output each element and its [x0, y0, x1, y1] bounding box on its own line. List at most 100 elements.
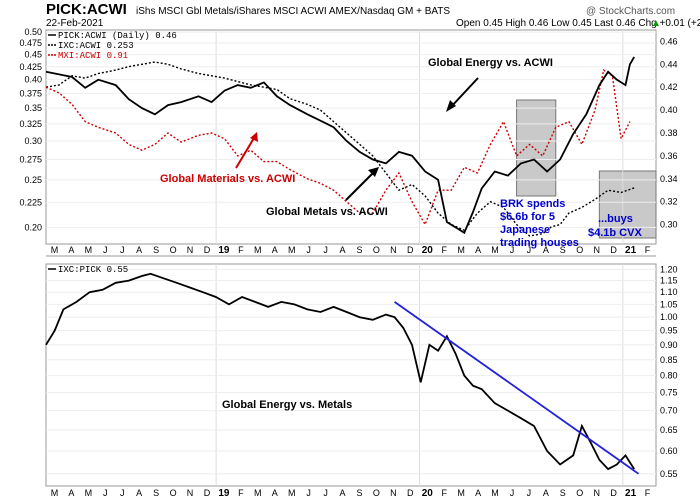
arrow-materials	[235, 137, 255, 169]
x-tick-top-9: D	[204, 245, 211, 255]
x-tick-top-24: M	[457, 245, 465, 255]
y-tick-left-3: 0.425	[19, 62, 42, 72]
x-tick-bottom-16: J	[323, 488, 328, 498]
y-tick-bottom-9: 0.75	[660, 388, 678, 398]
y-tick-right-8: 0.30	[660, 220, 678, 230]
x-tick-top-17: A	[340, 245, 346, 255]
y-tick-left-8: 0.30	[24, 136, 42, 146]
chart-symbol: PICK:ACWI	[46, 1, 127, 18]
x-tick-top-6: S	[153, 245, 159, 255]
legend-label-2: MXI:ACWI 0.91	[58, 51, 128, 61]
legend-label-1: IXC:ACWI 0.253	[58, 41, 134, 51]
arrow-materials-head-icon	[250, 132, 258, 142]
x-tick-bottom-33: D	[610, 488, 617, 498]
x-tick-bottom-17: A	[340, 488, 346, 498]
x-tick-top-18: S	[356, 245, 362, 255]
y-tick-left-5: 0.375	[19, 88, 42, 98]
x-tick-top-0: M	[51, 245, 59, 255]
x-tick-top-11: F	[238, 245, 244, 255]
y-tick-left-6: 0.35	[24, 103, 42, 113]
annotation-energy-vs-metals: Global Energy vs. Metals	[222, 399, 352, 411]
series-ixc-pick	[45, 272, 635, 471]
x-tick-top-13: A	[272, 245, 278, 255]
y-tick-left-4: 0.40	[24, 75, 42, 85]
y-tick-bottom-4: 1.00	[660, 312, 678, 322]
x-tick-top-25: A	[475, 245, 481, 255]
y-tick-left-7: 0.325	[19, 119, 42, 129]
chart-description: iShs MSCI Gbl Metals/iShares MSCI ACWI A…	[136, 6, 450, 17]
y-tick-right-3: 0.40	[660, 105, 678, 115]
annotation-cvx-2: $4.1b CVX	[588, 227, 642, 239]
x-tick-bottom-31: O	[576, 488, 583, 498]
y-tick-right-6: 0.34	[660, 174, 678, 184]
y-tick-bottom-13: 0.55	[660, 469, 678, 479]
y-tick-right-1: 0.44	[660, 59, 678, 69]
x-tick-top-5: A	[136, 245, 142, 255]
x-tick-bottom-19: O	[373, 488, 380, 498]
x-tick-bottom-21: D	[407, 488, 414, 498]
y-tick-bottom-6: 0.90	[660, 340, 678, 350]
x-tick-bottom-14: M	[288, 488, 296, 498]
x-tick-top-29: A	[543, 245, 549, 255]
y-tick-bottom-8: 0.80	[660, 371, 678, 381]
shaded-region-0	[516, 99, 557, 197]
arrow-metals-head-icon	[368, 167, 379, 177]
x-tick-bottom-28: J	[527, 488, 532, 498]
x-tick-top-1: A	[68, 245, 74, 255]
x-tick-top-16: J	[323, 245, 328, 255]
x-tick-bottom-8: N	[187, 488, 194, 498]
y-tick-left-2: 0.45	[24, 50, 42, 60]
x-tick-bottom-30: S	[560, 488, 566, 498]
y-tick-bottom-12: 0.60	[660, 446, 678, 456]
x-tick-top-4: J	[120, 245, 125, 255]
x-tick-top-35: F	[645, 245, 651, 255]
chart-date: 22-Feb-2021	[46, 18, 104, 29]
quote-up-icon: ▲	[651, 18, 661, 29]
x-tick-top-19: O	[373, 245, 380, 255]
x-tick-bottom-13: A	[272, 488, 278, 498]
x-tick-bottom-11: F	[238, 488, 244, 498]
x-tick-bottom-4: J	[120, 488, 125, 498]
x-tick-bottom-22: 20	[422, 488, 434, 499]
x-tick-top-12: M	[254, 245, 262, 255]
y-tick-bottom-7: 0.85	[660, 355, 678, 365]
x-tick-top-8: N	[187, 245, 194, 255]
x-tick-bottom-3: J	[103, 488, 108, 498]
x-tick-bottom-23: F	[441, 488, 447, 498]
x-tick-top-33: D	[610, 245, 617, 255]
x-tick-top-27: J	[510, 245, 515, 255]
y-tick-left-10: 0.25	[24, 175, 42, 185]
x-tick-bottom-18: S	[356, 488, 362, 498]
x-tick-bottom-26: M	[491, 488, 499, 498]
annotation-cvx-1: ...buys	[598, 213, 633, 225]
x-tick-bottom-12: M	[254, 488, 262, 498]
y-tick-bottom-1: 1.15	[660, 276, 678, 286]
x-tick-top-22: 20	[422, 245, 434, 256]
series-mxi-acwi	[45, 68, 631, 227]
y-tick-bottom-2: 1.10	[660, 287, 678, 297]
annotation-brk-2: $6.6b for 5	[500, 211, 555, 223]
y-tick-right-4: 0.38	[660, 128, 678, 138]
x-tick-bottom-35: F	[645, 488, 651, 498]
x-tick-bottom-9: D	[204, 488, 211, 498]
annotation-brk-4: trading houses	[500, 237, 579, 249]
x-tick-bottom-2: M	[85, 488, 93, 498]
x-tick-top-26: M	[491, 245, 499, 255]
annotation-brk-1: BRK spends	[500, 198, 565, 210]
x-tick-top-31: O	[576, 245, 583, 255]
arrow-metals	[345, 171, 375, 201]
x-tick-top-2: M	[85, 245, 93, 255]
x-tick-bottom-20: N	[390, 488, 397, 498]
x-tick-bottom-34: 21	[625, 488, 637, 499]
trendline-energy-metals	[394, 301, 640, 475]
legend-bottom-label-0: IXC:PICK 0.55	[58, 265, 128, 275]
y-tick-right-5: 0.36	[660, 151, 678, 161]
x-tick-bottom-10: 19	[218, 488, 230, 499]
y-tick-left-11: 0.225	[19, 197, 42, 207]
x-tick-top-3: J	[103, 245, 108, 255]
x-tick-top-21: D	[407, 245, 414, 255]
x-tick-bottom-15: J	[306, 488, 311, 498]
annotation-brk-3: Japanese	[500, 224, 550, 236]
